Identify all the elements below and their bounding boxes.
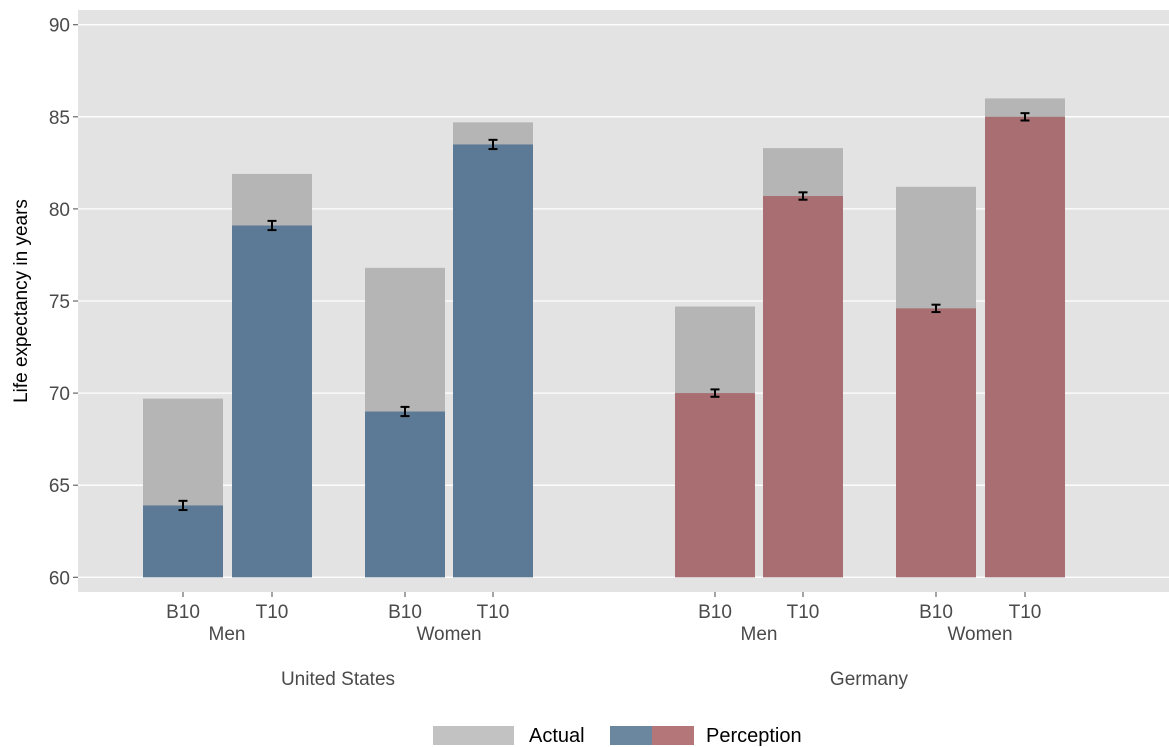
x-tick-label: T10 xyxy=(1009,602,1042,623)
y-axis: 60 65 70 75 80 85 90 xyxy=(49,16,78,589)
y-tick-label: 85 xyxy=(49,108,70,129)
bar-perception xyxy=(675,393,755,578)
y-tick-label: 65 xyxy=(49,476,70,497)
legend-label-actual: Actual xyxy=(529,725,585,747)
y-axis-title: Life expectancy in years xyxy=(11,199,32,403)
legend: Actual Perception xyxy=(433,725,802,747)
legend-swatch-actual xyxy=(433,726,514,745)
bar-perception xyxy=(985,116,1065,578)
legend-swatch-perception-de xyxy=(652,726,694,745)
x-tick-label: B10 xyxy=(388,602,422,623)
bars xyxy=(143,98,1065,578)
group-label: Men xyxy=(741,624,778,645)
y-tick-label: 80 xyxy=(49,200,70,221)
country-label: United States xyxy=(281,669,395,690)
legend-swatch-perception-us xyxy=(610,726,652,745)
bar-perception xyxy=(896,308,976,578)
bar-perception xyxy=(143,505,223,578)
x-tick-label: B10 xyxy=(698,602,732,623)
group-label: Women xyxy=(947,624,1012,645)
x-tick-label: B10 xyxy=(166,602,200,623)
legend-label-perception: Perception xyxy=(706,725,802,747)
y-tick-label: 75 xyxy=(49,292,70,313)
y-tick-label: 60 xyxy=(49,568,70,589)
x-tick-label: T10 xyxy=(256,602,289,623)
bar-perception xyxy=(453,144,533,578)
bar-perception xyxy=(232,225,312,578)
x-tick-label: B10 xyxy=(919,602,953,623)
country-label: Germany xyxy=(830,669,909,690)
bar-perception xyxy=(365,411,445,578)
bar-perception xyxy=(763,196,843,578)
y-tick-label: 90 xyxy=(49,16,70,37)
group-label: Men xyxy=(209,624,246,645)
x-tick-label: T10 xyxy=(477,602,510,623)
y-tick-label: 70 xyxy=(49,384,70,405)
x-tick-label: T10 xyxy=(787,602,820,623)
group-label: Women xyxy=(416,624,481,645)
